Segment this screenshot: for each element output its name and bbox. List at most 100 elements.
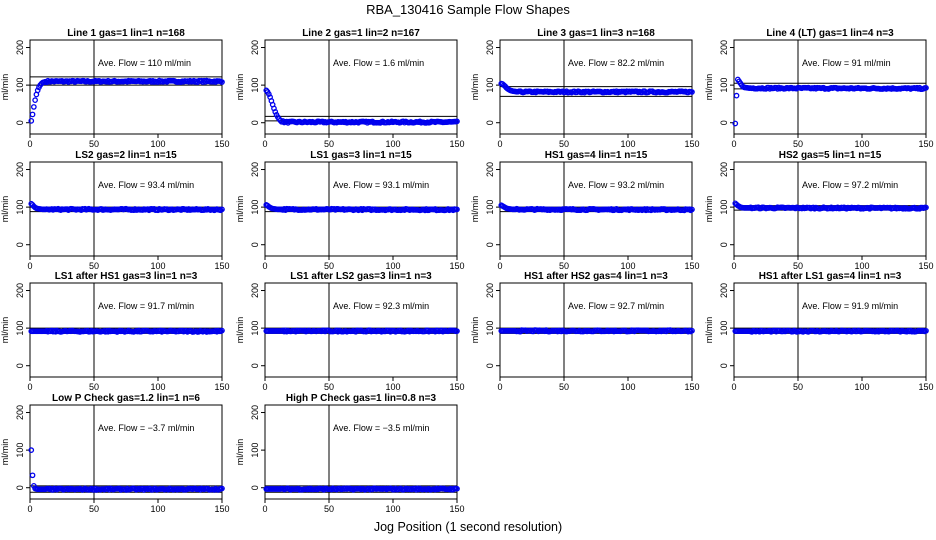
y-tick-label: 100 — [485, 78, 495, 93]
panel-title: Line 4 (LT) gas=1 lin=4 n=3 — [766, 28, 894, 39]
panel: LS2 gas=2 lin=1 n=15 ml/min 0 100 200 0 50 100 1… — [0, 150, 230, 271]
data-point — [28, 117, 35, 124]
y-axis-label: ml/min — [704, 317, 714, 344]
y-tick-label: 100 — [15, 78, 25, 93]
y-tick-label: 200 — [485, 283, 495, 298]
x-tick-label: 0 — [731, 382, 736, 392]
data-point — [272, 108, 279, 115]
y-tick-label: 100 — [15, 443, 25, 458]
plot-frame — [733, 39, 927, 135]
y-tick-label: 100 — [719, 200, 729, 215]
x-tick-label: 0 — [731, 261, 736, 271]
x-tick-label: 150 — [449, 504, 464, 514]
data-point — [219, 485, 225, 492]
average-flow-annotation: Ave. Flow = 91.7 ml/min — [98, 301, 194, 311]
panel: Low P Check gas=1.2 lin=1 n=6 ml/min 0 100 2… — [0, 393, 230, 514]
y-axis-label: ml/min — [704, 196, 714, 223]
x-tick-label: 0 — [262, 139, 267, 149]
figure-title: RBA_130416 Sample Flow Shapes — [366, 2, 570, 17]
data-point — [923, 327, 929, 334]
y-axis-label: ml/min — [470, 74, 480, 101]
y-tick-label: 0 — [250, 485, 260, 490]
y-tick-label: 200 — [250, 162, 260, 177]
x-tick-label: 50 — [559, 382, 569, 392]
data-point — [29, 472, 36, 479]
panel: HS1 gas=4 lin=1 n=15 ml/min 0 100 200 0 50 100 1… — [470, 150, 700, 271]
y-tick-label: 200 — [719, 40, 729, 55]
y-tick-label: 0 — [250, 242, 260, 247]
panel: LS1 after LS2 gas=3 lin=1 n=3 ml/min 0 100 2… — [235, 271, 465, 392]
data-point — [454, 328, 460, 334]
x-tick-label: 100 — [385, 139, 400, 149]
data-point — [219, 206, 225, 213]
y-tick-label: 200 — [15, 162, 25, 177]
y-tick-label: 200 — [250, 283, 260, 298]
plot-frame — [264, 404, 458, 500]
panel-title: High P Check gas=1 lin=0.8 n=3 — [286, 393, 437, 404]
data-point — [732, 120, 739, 127]
x-tick-label: 150 — [684, 261, 699, 271]
y-tick-label: 100 — [719, 78, 729, 93]
y-axis-label: ml/min — [470, 196, 480, 223]
x-tick-label: 150 — [449, 139, 464, 149]
y-tick-label: 200 — [15, 405, 25, 420]
x-tick-label: 50 — [89, 504, 99, 514]
y-axis-label: ml/min — [704, 74, 714, 101]
x-tick-label: 50 — [89, 382, 99, 392]
panel: Line 4 (LT) gas=1 lin=4 n=3 ml/min 0 100 200… — [704, 28, 934, 149]
y-tick-label: 200 — [719, 162, 729, 177]
average-flow-annotation: Ave. Flow = 93.2 ml/min — [568, 180, 664, 190]
y-tick-label: 100 — [250, 200, 260, 215]
panel-title: HS2 gas=5 lin=1 n=15 — [779, 150, 882, 161]
x-axis-label: Jog Position (1 second resolution) — [374, 520, 562, 534]
average-flow-annotation: Ave. Flow = 91 ml/min — [802, 58, 891, 68]
y-tick-label: 100 — [250, 443, 260, 458]
x-tick-label: 50 — [89, 261, 99, 271]
y-tick-label: 0 — [15, 363, 25, 368]
data-point — [219, 79, 225, 85]
average-flow-annotation: Ave. Flow = 93.4 ml/min — [98, 180, 194, 190]
panel-title: HS1 after LS1 gas=4 lin=1 n=3 — [759, 271, 902, 282]
data-point — [32, 97, 38, 104]
panel: HS1 after LS1 gas=4 lin=1 n=3 ml/min 0 100 2… — [704, 271, 934, 392]
y-axis-label: ml/min — [0, 196, 10, 223]
panel: HS1 after HS2 gas=4 lin=1 n=3 ml/min 0 100 2… — [470, 271, 700, 392]
x-tick-label: 100 — [150, 504, 165, 514]
x-tick-label: 100 — [854, 261, 869, 271]
x-tick-label: 100 — [385, 382, 400, 392]
average-flow-annotation: Ave. Flow = 82.2 ml/min — [568, 58, 664, 68]
panel-title: LS1 gas=3 lin=1 n=15 — [310, 150, 412, 161]
x-tick-label: 100 — [620, 139, 635, 149]
data-point — [219, 327, 225, 334]
x-tick-label: 0 — [497, 139, 502, 149]
y-tick-label: 100 — [719, 321, 729, 336]
y-tick-label: 0 — [15, 242, 25, 247]
data-point — [733, 92, 740, 99]
x-tick-label: 150 — [918, 261, 933, 271]
x-tick-label: 0 — [262, 261, 267, 271]
x-tick-label: 50 — [324, 504, 334, 514]
x-tick-label: 150 — [449, 261, 464, 271]
data-point — [34, 87, 41, 94]
panel: Line 2 gas=1 lin=2 n=167 ml/min 0 100 200 0 50… — [235, 28, 465, 149]
x-tick-label: 50 — [559, 139, 569, 149]
y-tick-label: 0 — [250, 120, 260, 125]
y-axis-label: ml/min — [0, 317, 10, 344]
plot-frame — [264, 39, 458, 135]
x-tick-label: 150 — [684, 382, 699, 392]
data-point — [689, 206, 695, 213]
y-tick-label: 100 — [15, 321, 25, 336]
average-flow-annotation: Ave. Flow = 1.6 ml/min — [333, 58, 424, 68]
y-tick-label: 200 — [250, 405, 260, 420]
x-tick-label: 100 — [854, 382, 869, 392]
panel: LS1 gas=3 lin=1 n=15 ml/min 0 100 200 0 50 100 1… — [235, 150, 465, 271]
y-tick-label: 0 — [485, 120, 495, 125]
y-axis-label: ml/min — [235, 317, 245, 344]
data-point — [29, 111, 36, 118]
x-tick-label: 0 — [731, 139, 736, 149]
y-tick-label: 200 — [15, 283, 25, 298]
y-tick-label: 100 — [485, 200, 495, 215]
y-tick-label: 200 — [719, 283, 729, 298]
x-tick-label: 0 — [27, 382, 32, 392]
average-flow-annotation: Ave. Flow = −3.7 ml/min — [98, 423, 194, 433]
